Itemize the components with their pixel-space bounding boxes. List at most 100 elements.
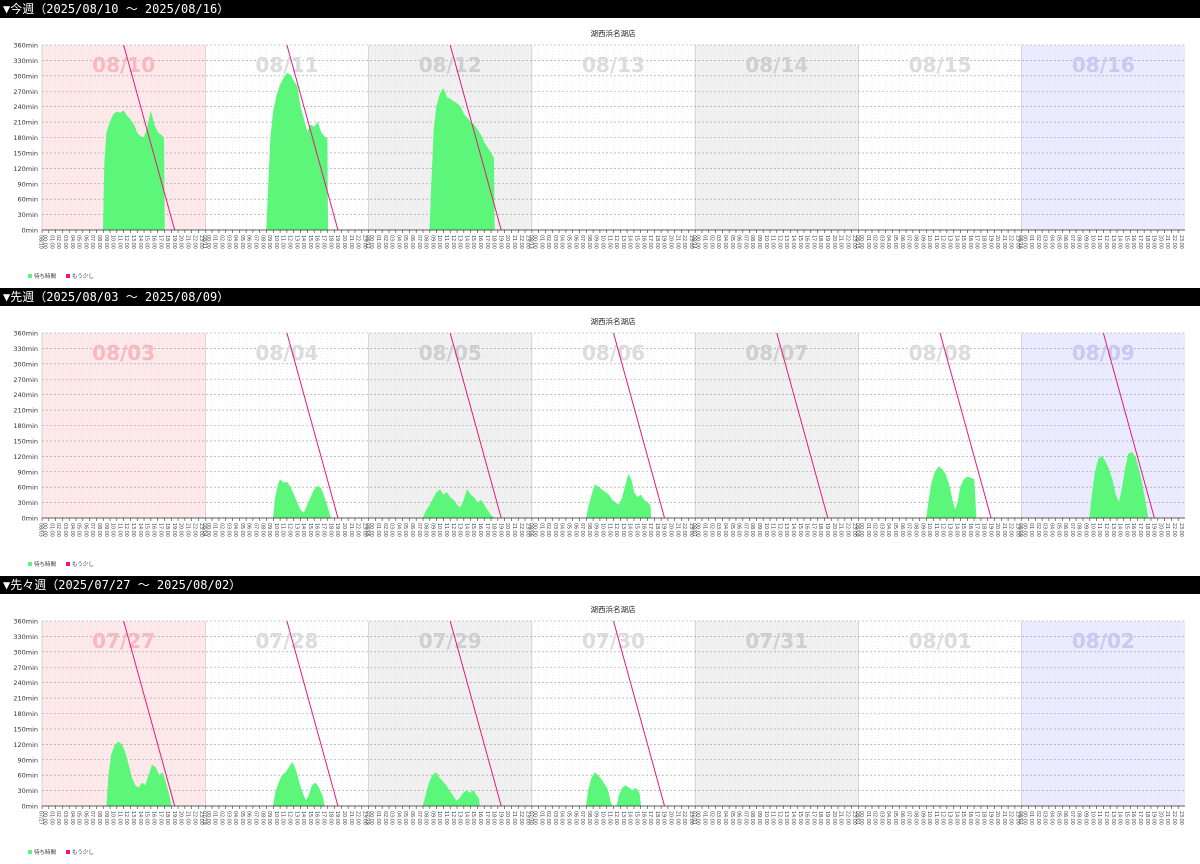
x-date-label: 08/13: [527, 235, 533, 249]
wait-time-area: [106, 741, 172, 807]
legend-label-countdown: もう少し: [72, 561, 94, 568]
x-tick-label: 07:00: [416, 523, 422, 537]
x-tick-label: 07:00: [906, 523, 912, 537]
x-tick-label: 07:00: [906, 235, 912, 249]
x-tick-label: 12:00: [1103, 523, 1109, 537]
x-tick-label: 13:00: [130, 811, 136, 825]
x-tick-label: 02:00: [218, 235, 224, 249]
x-tick-label: 00:00: [531, 523, 537, 537]
x-tick-label: 07:00: [579, 811, 585, 825]
wait-time-chart-this-week: 0min 30min 60min 90min 120min 150min 180min 210…: [13, 28, 1185, 280]
x-tick-label: 15:00: [634, 523, 640, 537]
y-tick-label: 0min: [22, 803, 38, 811]
chart-section-two-weeks-ago: ▼先々週（2025/07/27 ～ 2025/08/02） 0min 30min 6…: [0, 576, 1200, 864]
x-tick-label: 16:00: [804, 811, 810, 825]
x-tick-label: 15:00: [1123, 235, 1129, 249]
x-tick-label: 16:00: [804, 235, 810, 249]
x-tick-label: 08:00: [423, 523, 429, 537]
wait-time-area: [422, 489, 496, 519]
x-tick-label: 05:00: [729, 811, 735, 825]
x-tick-label: 07:00: [416, 811, 422, 825]
x-tick-label: 01:00: [212, 235, 218, 249]
x-tick-label: 23:00: [851, 523, 857, 537]
x-tick-label: 12:00: [287, 235, 293, 249]
x-tick-label: 22:00: [681, 811, 687, 825]
x-tick-label: 16:00: [804, 523, 810, 537]
x-tick-label: 02:00: [55, 235, 61, 249]
x-tick-label: 23:00: [851, 811, 857, 825]
x-tick-label: 05:00: [892, 523, 898, 537]
y-tick-label: 60min: [17, 484, 38, 492]
x-tick-label: 17:00: [1137, 811, 1143, 825]
x-tick-label: 17:00: [974, 523, 980, 537]
day-watermark-label: 08/07: [745, 341, 808, 365]
x-tick-label: 19:00: [171, 235, 177, 249]
y-tick-label: 90min: [17, 180, 38, 188]
x-tick-label: 05:00: [239, 523, 245, 537]
x-tick-label: 22:00: [518, 523, 524, 537]
x-tick-label: 10:00: [599, 235, 605, 249]
x-tick-label: 01:00: [48, 523, 54, 537]
day-watermark-label: 07/29: [419, 629, 482, 653]
x-tick-label: 12:00: [613, 811, 619, 825]
x-tick-label: 07:00: [89, 811, 95, 825]
x-tick-label: 10:00: [1089, 235, 1095, 249]
x-tick-label: 05:00: [402, 523, 408, 537]
x-tick-label: 15:00: [470, 523, 476, 537]
y-tick-label: 270min: [13, 376, 38, 384]
x-tick-label: 14:00: [1117, 523, 1123, 537]
x-tick-label: 08:00: [749, 235, 755, 249]
section-header-this-week: ▼今週（2025/08/10 ～ 2025/08/16）: [0, 0, 1200, 18]
x-tick-label: 04:00: [69, 523, 75, 537]
x-tick-label: 23:00: [525, 235, 531, 249]
x-tick-label: 00:00: [1021, 811, 1027, 825]
x-tick-label: 13:00: [457, 811, 463, 825]
x-tick-label: 13:00: [1110, 523, 1116, 537]
y-tick-label: 120min: [13, 741, 38, 749]
x-tick-label: 03:00: [225, 523, 231, 537]
x-tick-label: 18:00: [980, 811, 986, 825]
x-tick-label: 08:00: [912, 811, 918, 825]
x-date-label: 08/09: [1017, 523, 1023, 537]
x-tick-label: 13:00: [1110, 235, 1116, 249]
x-tick-label: 12:00: [450, 235, 456, 249]
countdown-line: [123, 44, 176, 231]
x-tick-label: 16:00: [314, 811, 320, 825]
wait-time-area: [266, 72, 329, 231]
x-tick-label: 07:00: [416, 235, 422, 249]
x-tick-label: 23:00: [361, 235, 367, 249]
y-tick-label: 270min: [13, 664, 38, 672]
legend-label-wait-time: 待ち時間: [34, 272, 57, 280]
x-tick-label: 08:00: [96, 811, 102, 825]
x-date-label: 08/07: [691, 523, 697, 537]
x-tick-label: 22:00: [681, 523, 687, 537]
x-tick-label: 08:00: [749, 523, 755, 537]
x-tick-label: 15:00: [307, 811, 313, 825]
countdown-line: [1102, 332, 1155, 519]
x-tick-label: 21:00: [184, 235, 190, 249]
x-tick-label: 17:00: [647, 523, 653, 537]
x-tick-label: 23:00: [851, 235, 857, 249]
x-tick-label: 11:00: [443, 235, 449, 249]
y-tick-label: 150min: [13, 149, 38, 157]
x-tick-label: 23:00: [1178, 811, 1184, 825]
x-tick-label: 20:00: [831, 523, 837, 537]
y-tick-label: 270min: [13, 88, 38, 96]
x-tick-label: 15:00: [797, 523, 803, 537]
x-tick-label: 12:00: [287, 811, 293, 825]
x-tick-label: 14:00: [953, 523, 959, 537]
x-tick-label: 10:00: [599, 811, 605, 825]
x-date-label: 08/10: [38, 235, 44, 249]
wait-time-chart-last-week: 0min 30min 60min 90min 120min 150min 180min 210…: [13, 316, 1185, 568]
x-tick-label: 21:00: [1001, 523, 1007, 537]
chart-section-last-week: ▼先週（2025/08/03 ～ 2025/08/09） 0min 30min 60…: [0, 288, 1200, 576]
x-tick-label: 09:00: [103, 235, 109, 249]
x-tick-label: 00:00: [531, 811, 537, 825]
x-tick-label: 02:00: [55, 523, 61, 537]
x-tick-label: 21:00: [511, 811, 517, 825]
x-tick-label: 09:00: [1083, 523, 1089, 537]
x-tick-label: 06:00: [246, 523, 252, 537]
x-tick-label: 19:00: [497, 523, 503, 537]
x-tick-label: 22:00: [844, 811, 850, 825]
x-tick-label: 04:00: [559, 523, 565, 537]
